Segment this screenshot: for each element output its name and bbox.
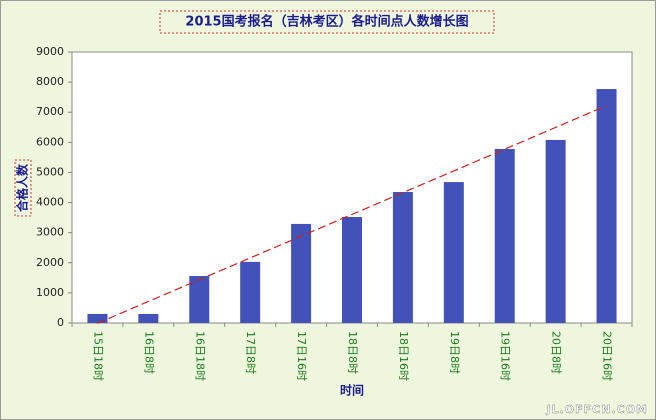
bar bbox=[87, 313, 108, 323]
watermark: JL.OFFCN.COM bbox=[546, 403, 649, 416]
y-tick-label: 9000 bbox=[36, 45, 64, 58]
x-tick-label: 18日16时 bbox=[397, 331, 410, 381]
x-tick-label: 19日8时 bbox=[448, 331, 461, 374]
bar bbox=[138, 313, 159, 323]
trendline bbox=[97, 105, 607, 324]
chart-title: 2015国考报名（吉林考区）各时间点人数增长图 bbox=[185, 14, 468, 30]
bar bbox=[596, 89, 617, 323]
bar bbox=[443, 182, 464, 323]
y-tick-label: 4000 bbox=[36, 196, 64, 209]
y-tick-label: 8000 bbox=[36, 75, 64, 88]
y-tick-label: 1000 bbox=[36, 286, 64, 299]
y-tick-label: 2000 bbox=[36, 256, 64, 269]
x-tick-label: 19日16时 bbox=[499, 331, 512, 381]
y-axis-title: 合格人数 bbox=[15, 163, 30, 212]
y-tick-label: 7000 bbox=[36, 105, 64, 118]
x-axis-title: 时间 bbox=[340, 383, 364, 398]
bar bbox=[189, 276, 210, 323]
x-tick-label: 16日8时 bbox=[142, 331, 155, 374]
y-title-box bbox=[14, 159, 32, 217]
y-tick-label: 0 bbox=[57, 316, 64, 329]
y-tick-label: 3000 bbox=[36, 226, 64, 239]
x-tick-label: 20日16时 bbox=[601, 331, 614, 381]
x-tick-label: 17日16时 bbox=[295, 331, 308, 381]
y-tick-label: 5000 bbox=[36, 165, 64, 178]
bar bbox=[240, 261, 261, 323]
x-tick-label: 16日18时 bbox=[193, 331, 206, 381]
x-tick-label: 17日8时 bbox=[244, 331, 257, 374]
x-tick-label: 15日18时 bbox=[91, 331, 104, 381]
bar bbox=[342, 217, 362, 323]
y-tick-label: 6000 bbox=[36, 135, 64, 148]
x-tick-label: 18日8时 bbox=[346, 331, 359, 374]
title-box bbox=[159, 10, 495, 34]
bar bbox=[291, 223, 312, 323]
bar bbox=[392, 192, 413, 323]
bar bbox=[494, 148, 515, 323]
x-tick-label: 20日8时 bbox=[550, 331, 563, 374]
bar bbox=[545, 139, 566, 323]
